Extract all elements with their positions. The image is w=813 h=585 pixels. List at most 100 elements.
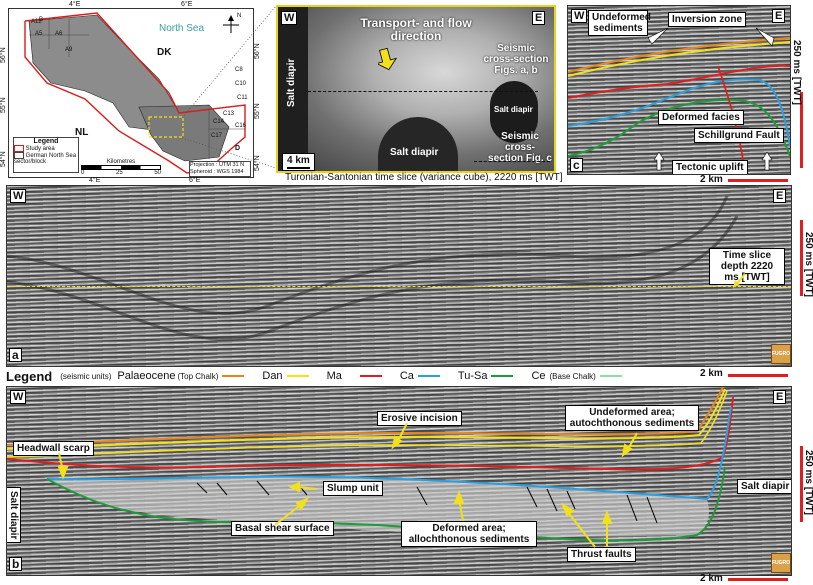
legend-tusa: Tu-Sa: [457, 370, 488, 382]
map-legend-title: Legend: [33, 138, 59, 145]
map-block-c16: C16: [235, 123, 247, 129]
panel-b-seismic: W E Erosive incision Undeformed area; au…: [6, 386, 792, 576]
timeslice-scale: 4 km: [282, 153, 315, 171]
map-legend: Legend Study area German North Sea secto…: [13, 137, 79, 173]
map-legend-item-sector: German North Sea sector/block: [14, 152, 77, 166]
panel-b-thrust: Thrust faults: [567, 547, 636, 562]
timeslice-line-c: [474, 161, 550, 162]
map-north-label: N: [237, 13, 242, 19]
map-projection-box: Projection : UTM 31 N Spheroid : WGS 198…: [189, 161, 251, 177]
map-block-a12: A12: [31, 19, 42, 25]
salt-blob-mid: [378, 117, 458, 171]
legend-ma: Ma: [326, 370, 342, 382]
salt-blob-left: [278, 7, 308, 171]
panel-c-deformed-facies: Deformed facies: [658, 110, 744, 125]
timeslice-line-ab: [308, 91, 538, 92]
map-block-b: B: [39, 17, 44, 23]
panel-c-undeformed: Undeformed sediments: [588, 10, 651, 36]
panel-b-arrows: [57, 422, 638, 548]
panel-b-slump: Slump unit: [323, 481, 383, 496]
location-map: North Sea DK NL 4°E 6°E 4°E 6°E 56°N 55°…: [0, 1, 261, 184]
legend-units: (seismic units): [60, 371, 112, 381]
panel-b-logo: FUGRO: [771, 553, 791, 573]
study-box: [148, 116, 184, 138]
panel-c-inversion: Inversion zone: [668, 12, 747, 27]
map-block-c10: C10: [235, 81, 247, 87]
panel-b-vscale: 250 ms [TWT]: [803, 450, 813, 516]
map-scale-title: Kilometres: [106, 159, 136, 165]
panel-a-depth-label: Time slice depth 2220 ms [TWT]: [709, 248, 785, 285]
inversion-arrow-icons: [648, 27, 775, 47]
map-scale-tick-0: 0: [81, 170, 85, 176]
timeslice-section-c: Seismic cross-section Fig. c: [488, 131, 552, 164]
timeslice-salt-mid: Salt diapir: [390, 147, 439, 158]
map-block-a9: A9: [65, 47, 73, 53]
panel-a-structure: [7, 195, 739, 341]
north-arrow-icon: [223, 15, 239, 33]
thrust-fault-lines: [196, 480, 658, 524]
legend-line-ma: [286, 375, 309, 377]
timeslice-salt-left: Salt diapir: [286, 58, 297, 107]
panel-a-seismic: W E Time slice depth 2220 ms [TWT] a FUG…: [6, 185, 792, 367]
panel-a-timeslice-line: [7, 286, 791, 287]
panel-c-hscale: 2 km: [700, 174, 723, 185]
map-block-c11: C11: [237, 95, 248, 101]
panel-a-vscale: 250 ms [TWT]: [803, 232, 813, 298]
panel-c-e: E: [772, 9, 786, 23]
timeslice-salt-right: Salt diapir: [494, 105, 533, 114]
panel-a-logo: FUGRO: [771, 344, 791, 364]
panel-a-hscale: 2 km: [700, 368, 723, 379]
panel-c-hscale-bar: [728, 179, 788, 182]
legend-title: Legend: [6, 368, 53, 384]
legend-base-chalk: (Base Chalk): [549, 371, 596, 381]
legend-line-dan: [222, 375, 245, 377]
panel-a-e: E: [773, 189, 787, 203]
panel-c-letter: c: [570, 158, 583, 172]
panel-b-undeformed: Undeformed area; autochthonous sediments: [565, 405, 699, 431]
panel-b-headwall: Headwall scarp: [13, 441, 94, 456]
panel-b-vscale-bar: [800, 446, 803, 522]
panel-c-horizons: [568, 37, 790, 167]
map-block-a5: A5: [35, 31, 43, 37]
panel-a-hscale-bar: [728, 374, 788, 377]
panel-a-w: W: [10, 189, 27, 203]
panel-b-hscale: 2 km: [700, 573, 723, 584]
panel-b-w: W: [10, 390, 27, 404]
map-spheroid: Spheroid : WGS 1984: [190, 169, 244, 175]
timeslice-panel: W E Transport- and flow direction Salt d…: [276, 5, 556, 173]
panel-b-hscale-bar: [728, 578, 788, 581]
map-scale-tick-50: 50: [154, 170, 161, 176]
panel-b-basal: Basal shear surface: [231, 521, 334, 536]
timeslice-e: E: [532, 11, 546, 25]
panel-c-uplift: Tectonic uplift: [672, 160, 748, 174]
uplift-arrow-icons: [654, 152, 773, 171]
panel-b-e: E: [773, 390, 787, 404]
map-block-c8: C8: [235, 67, 243, 73]
panel-c-seismic: W E Undeformed sediments Inversion zone …: [567, 5, 791, 175]
legend-line-ca: [359, 375, 382, 377]
map-lon-top-2: 6°E: [181, 1, 193, 8]
map-block-a6: A6: [55, 31, 63, 37]
panel-a-vscale-bar: [800, 220, 803, 296]
map-lon-top-1: 4°E: [69, 1, 81, 8]
map-sea-label: North Sea: [159, 23, 205, 34]
legend-ca: Ca: [399, 370, 414, 382]
map-lon-bottom-2: 6°E: [189, 177, 201, 184]
legend-dan: Dan: [262, 370, 283, 382]
map-block-c17: C17: [211, 133, 223, 139]
map-scale-tick-25: 25: [115, 170, 123, 176]
map-graphic: [24, 12, 246, 174]
timeslice-flow-text: Transport- and flow direction: [360, 16, 472, 43]
legend-row: Legend (seismic units) Palaeocene (Top C…: [6, 368, 796, 384]
timeslice-w: W: [281, 11, 298, 25]
panel-b-deformed: Deformed area; allochthonous sediments: [401, 521, 537, 547]
panel-c-fault: Schillgrund Fault: [694, 128, 784, 143]
map-block-c13: C13: [223, 111, 235, 117]
map-legend-item-study: Study area: [14, 145, 78, 152]
panel-a-letter: a: [9, 348, 22, 362]
panel-b-salt-right: Salt diapir: [737, 479, 791, 494]
legend-line-tusa: [417, 375, 440, 377]
panel-b-erosive: Erosive incision: [377, 411, 462, 426]
panel-c-vscale-bar: [800, 92, 803, 168]
